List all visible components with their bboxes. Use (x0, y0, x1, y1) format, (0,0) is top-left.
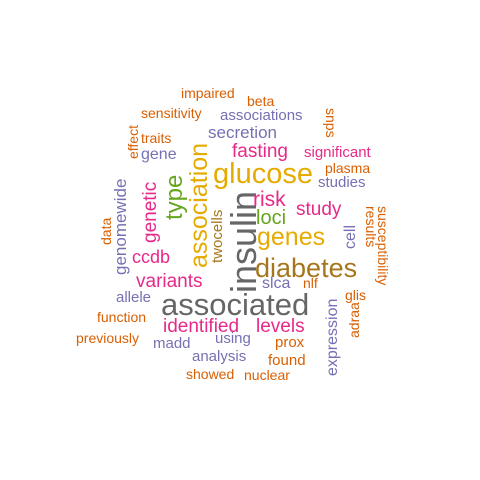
word-associations: associations (220, 107, 303, 124)
word-nuclear: nuclear (244, 367, 290, 383)
word-levels: levels (256, 316, 305, 337)
word-analysis: analysis (192, 348, 247, 365)
word-glucose: glucose (213, 158, 313, 190)
word-type: type (161, 174, 188, 220)
word-genes: genes (257, 223, 326, 251)
word-diabetes: diabetes (255, 253, 358, 283)
word-allele: allele (116, 289, 152, 306)
word-glis: glis (345, 287, 367, 303)
word-using: using (215, 330, 251, 347)
word-showed: showed (186, 366, 235, 382)
word-previously: previously (76, 330, 140, 346)
word-studies: studies (318, 174, 366, 191)
word-data: data (98, 217, 114, 245)
word-madd: madd (153, 335, 191, 352)
word-fasting: fasting (232, 141, 288, 162)
word-significant: significant (304, 144, 371, 161)
word-identified: identified (163, 316, 240, 337)
word-twocells: twocells (209, 209, 226, 263)
word-impaired: impaired (181, 85, 235, 101)
word-plasma: plasma (325, 160, 371, 176)
word-loci: loci (256, 207, 287, 229)
word-genetic: genetic (140, 181, 161, 243)
word-study: study (296, 199, 342, 220)
word-gene: gene (141, 146, 177, 163)
word-associated: associated (161, 287, 310, 322)
word-slca: slca (262, 275, 291, 292)
word-effect: effect (125, 125, 141, 159)
word-sensitivity: sensitivity (141, 105, 202, 121)
word-variants: variants (136, 271, 203, 292)
word-susceptibility: susceptibility (375, 206, 391, 286)
word-risk: risk (253, 188, 286, 211)
word-prox: prox (275, 334, 305, 351)
word-found: found (268, 352, 306, 369)
word-genomewide: genomewide (111, 178, 130, 275)
word-beta: beta (247, 93, 275, 109)
word-function: function (97, 309, 147, 325)
word-snps: snps (323, 108, 339, 138)
word-secretion: secretion (208, 123, 277, 142)
word-traits: traits (141, 130, 172, 146)
word-adraa: adraa (346, 302, 362, 338)
word-cell: cell (342, 224, 359, 249)
word-ccdb: ccdb (132, 247, 171, 267)
word-expression: expression (324, 298, 341, 376)
word-nlf: nlf (303, 275, 318, 291)
